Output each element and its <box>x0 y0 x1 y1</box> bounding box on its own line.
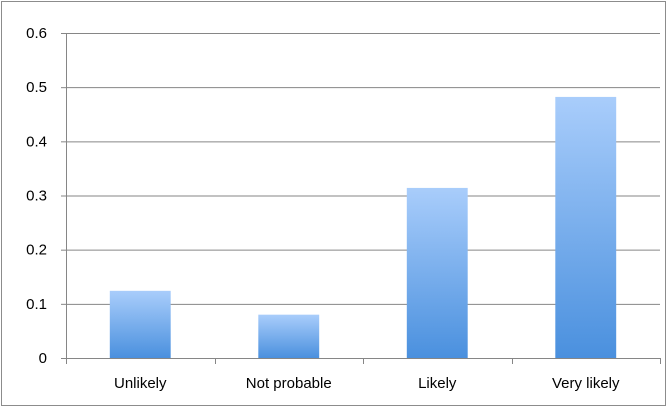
x-tick-label: Not probable <box>246 375 332 392</box>
x-tick-label: Likely <box>418 375 457 392</box>
y-tick-label: 0.2 <box>26 242 47 259</box>
y-tick-label: 0.5 <box>26 79 47 96</box>
x-axis-tick-labels: Unlikely Not probable Likely Very likely <box>114 375 620 392</box>
y-tick-label: 0.1 <box>26 296 47 313</box>
y-tick-label: 0.6 <box>26 25 47 42</box>
bars <box>109 96 617 359</box>
y-tick-label: 0.3 <box>26 188 47 205</box>
x-tick-label: Very likely <box>552 375 620 392</box>
y-tick-label: 0.4 <box>26 133 47 150</box>
bar-very-likely <box>555 96 617 359</box>
axes <box>61 33 661 364</box>
y-axis-tick-labels: 0 0.1 0.2 0.3 0.4 0.5 0.6 <box>26 25 47 367</box>
bar-likely <box>406 187 468 358</box>
x-tick-label: Unlikely <box>114 375 167 392</box>
bar-not-probable <box>258 314 320 358</box>
y-tick-label: 0 <box>39 350 47 367</box>
bar-unlikely <box>109 290 171 358</box>
